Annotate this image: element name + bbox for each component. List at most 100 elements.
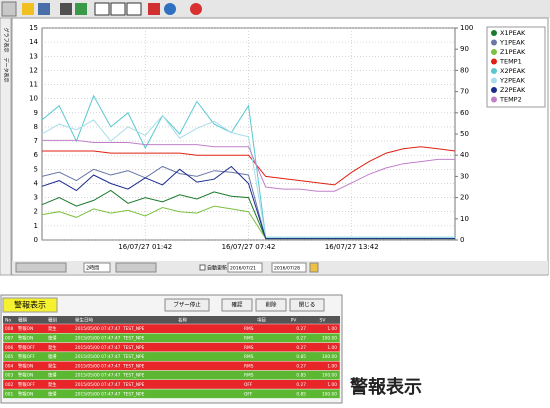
table-cell: 警報ON [18, 362, 33, 369]
range-select[interactable] [83, 262, 111, 273]
table-cell: 0.27 [296, 326, 306, 332]
table-cell: 100.00 [322, 354, 337, 360]
y-tick-label: 9 [34, 109, 38, 117]
series-line [42, 139, 455, 192]
table-cell: RMS [244, 354, 254, 360]
table-cell: 0.27 [296, 363, 306, 369]
y-tick-label: 10 [29, 95, 38, 103]
table-cell: TEST_NPE [122, 382, 145, 388]
table-cell: 2015/05/00 07:47:47 [75, 336, 121, 342]
table-cell: 警報ON [18, 390, 33, 397]
y-tick-label: 4 [34, 179, 39, 187]
legend-label: Z2PEAK [500, 86, 526, 94]
table-cell: 0.27 [296, 382, 306, 388]
panel-button[interactable] [289, 298, 325, 312]
series-line [41, 165, 455, 240]
column-header: 発生日時 [75, 317, 93, 324]
table-cell: RMS [244, 326, 254, 332]
tool-button[interactable] [164, 3, 176, 15]
table-cell: 0.85 [296, 391, 306, 397]
y-tick-label: 13 [29, 52, 38, 60]
panel-button-label: 削除 [265, 301, 277, 309]
y-tick-label: 2 [34, 208, 38, 216]
table-header [3, 316, 340, 324]
table-cell: TEST_NPE [122, 354, 145, 360]
legend-label: Y1PEAK [499, 39, 526, 47]
table-cell: 0.27 [296, 345, 306, 351]
tool-button[interactable] [75, 3, 87, 15]
y2-tick-label: 60 [460, 109, 469, 117]
table-cell: 2015/05/00 07:47:47 [75, 354, 121, 360]
control-buttons[interactable] [15, 262, 67, 273]
table-cell: 2015/05/00 07:47:47 [75, 373, 121, 379]
tool-button[interactable] [94, 2, 110, 16]
table-cell: 警報OFF [18, 344, 35, 351]
tool-button[interactable] [60, 3, 72, 15]
legend-label: X1PEAK [500, 29, 526, 37]
panel-button-label: 確認 [231, 301, 243, 309]
table-cell: 警報ON [18, 325, 33, 332]
table-cell: 警報OFF [18, 381, 35, 388]
tool-button[interactable] [22, 3, 34, 15]
table-row [2, 388, 341, 399]
table-cell: 008 [5, 326, 13, 332]
tool-button[interactable] [38, 3, 50, 15]
tool-button[interactable] [126, 2, 142, 16]
legend-marker [491, 58, 497, 65]
table-cell: 005 [5, 354, 13, 360]
table-cell: 006 [5, 345, 13, 351]
table-cell: 警報ON [18, 335, 33, 342]
legend-marker [491, 39, 497, 46]
range-label: 2時間 [86, 266, 99, 272]
table-cell: RMS [244, 373, 254, 379]
nav-buttons[interactable] [115, 262, 157, 273]
table-cell: 2015/05/00 07:47:47 [75, 382, 121, 388]
panel-button[interactable] [221, 298, 253, 312]
side-tab[interactable]: グラフ表示 [3, 27, 10, 52]
legend-label: Y2PEAK [499, 77, 526, 85]
tool-button[interactable] [1, 1, 17, 17]
y2-tick-label: 40 [460, 151, 469, 159]
column-header: 種別 [48, 317, 57, 324]
date-input[interactable] [271, 262, 307, 273]
legend [486, 26, 546, 108]
caption: 警報表示 [350, 376, 422, 398]
column-header: No [5, 318, 11, 324]
table-cell: 復帰 [48, 390, 57, 397]
y-tick-label: 11 [29, 81, 38, 89]
y2-tick-label: 0 [460, 236, 464, 244]
panel-button[interactable] [164, 298, 210, 312]
legend-label: Z1PEAK [500, 48, 526, 56]
y-tick-label: 3 [34, 194, 38, 202]
legend-marker [491, 87, 497, 93]
apply-button[interactable] [309, 262, 319, 273]
start-date: 2016/07/21 [230, 266, 256, 272]
table-cell: 2015/05/00 07:47:47 [75, 391, 121, 397]
table-cell: RMS [244, 336, 254, 342]
y2-tick-label: 30 [460, 172, 469, 180]
column-header: 名称 [178, 317, 187, 324]
panel-button[interactable] [255, 298, 287, 312]
tool-button[interactable] [110, 2, 126, 16]
y-tick-label: 7 [34, 137, 38, 145]
date-input[interactable] [227, 262, 263, 273]
column-header: PV [291, 318, 298, 324]
y-tick-label: 0 [34, 236, 38, 244]
table-cell: 100.00 [322, 373, 337, 379]
x-tick-label: 16/07/27 13:42 [325, 243, 379, 251]
tool-button[interactable] [148, 3, 160, 15]
side-tab[interactable]: データ表示 [3, 57, 10, 82]
tool-button[interactable] [190, 3, 202, 15]
table-cell: 2015/05/00 07:47:47 [75, 326, 121, 332]
table-cell: 001 [5, 391, 13, 397]
end-date: 2016/07/28 [274, 266, 300, 272]
table-cell: 復帰 [48, 372, 57, 379]
legend-marker [491, 68, 497, 74]
table-cell: 1.00 [327, 326, 337, 332]
checkbox[interactable] [199, 264, 206, 271]
table-cell: TEST_NPE [122, 391, 145, 397]
legend-label: X2PEAK [500, 67, 526, 75]
table-cell: 復帰 [48, 335, 57, 342]
y2-tick-label: 70 [460, 88, 469, 96]
y-tick-label: 6 [34, 151, 39, 159]
